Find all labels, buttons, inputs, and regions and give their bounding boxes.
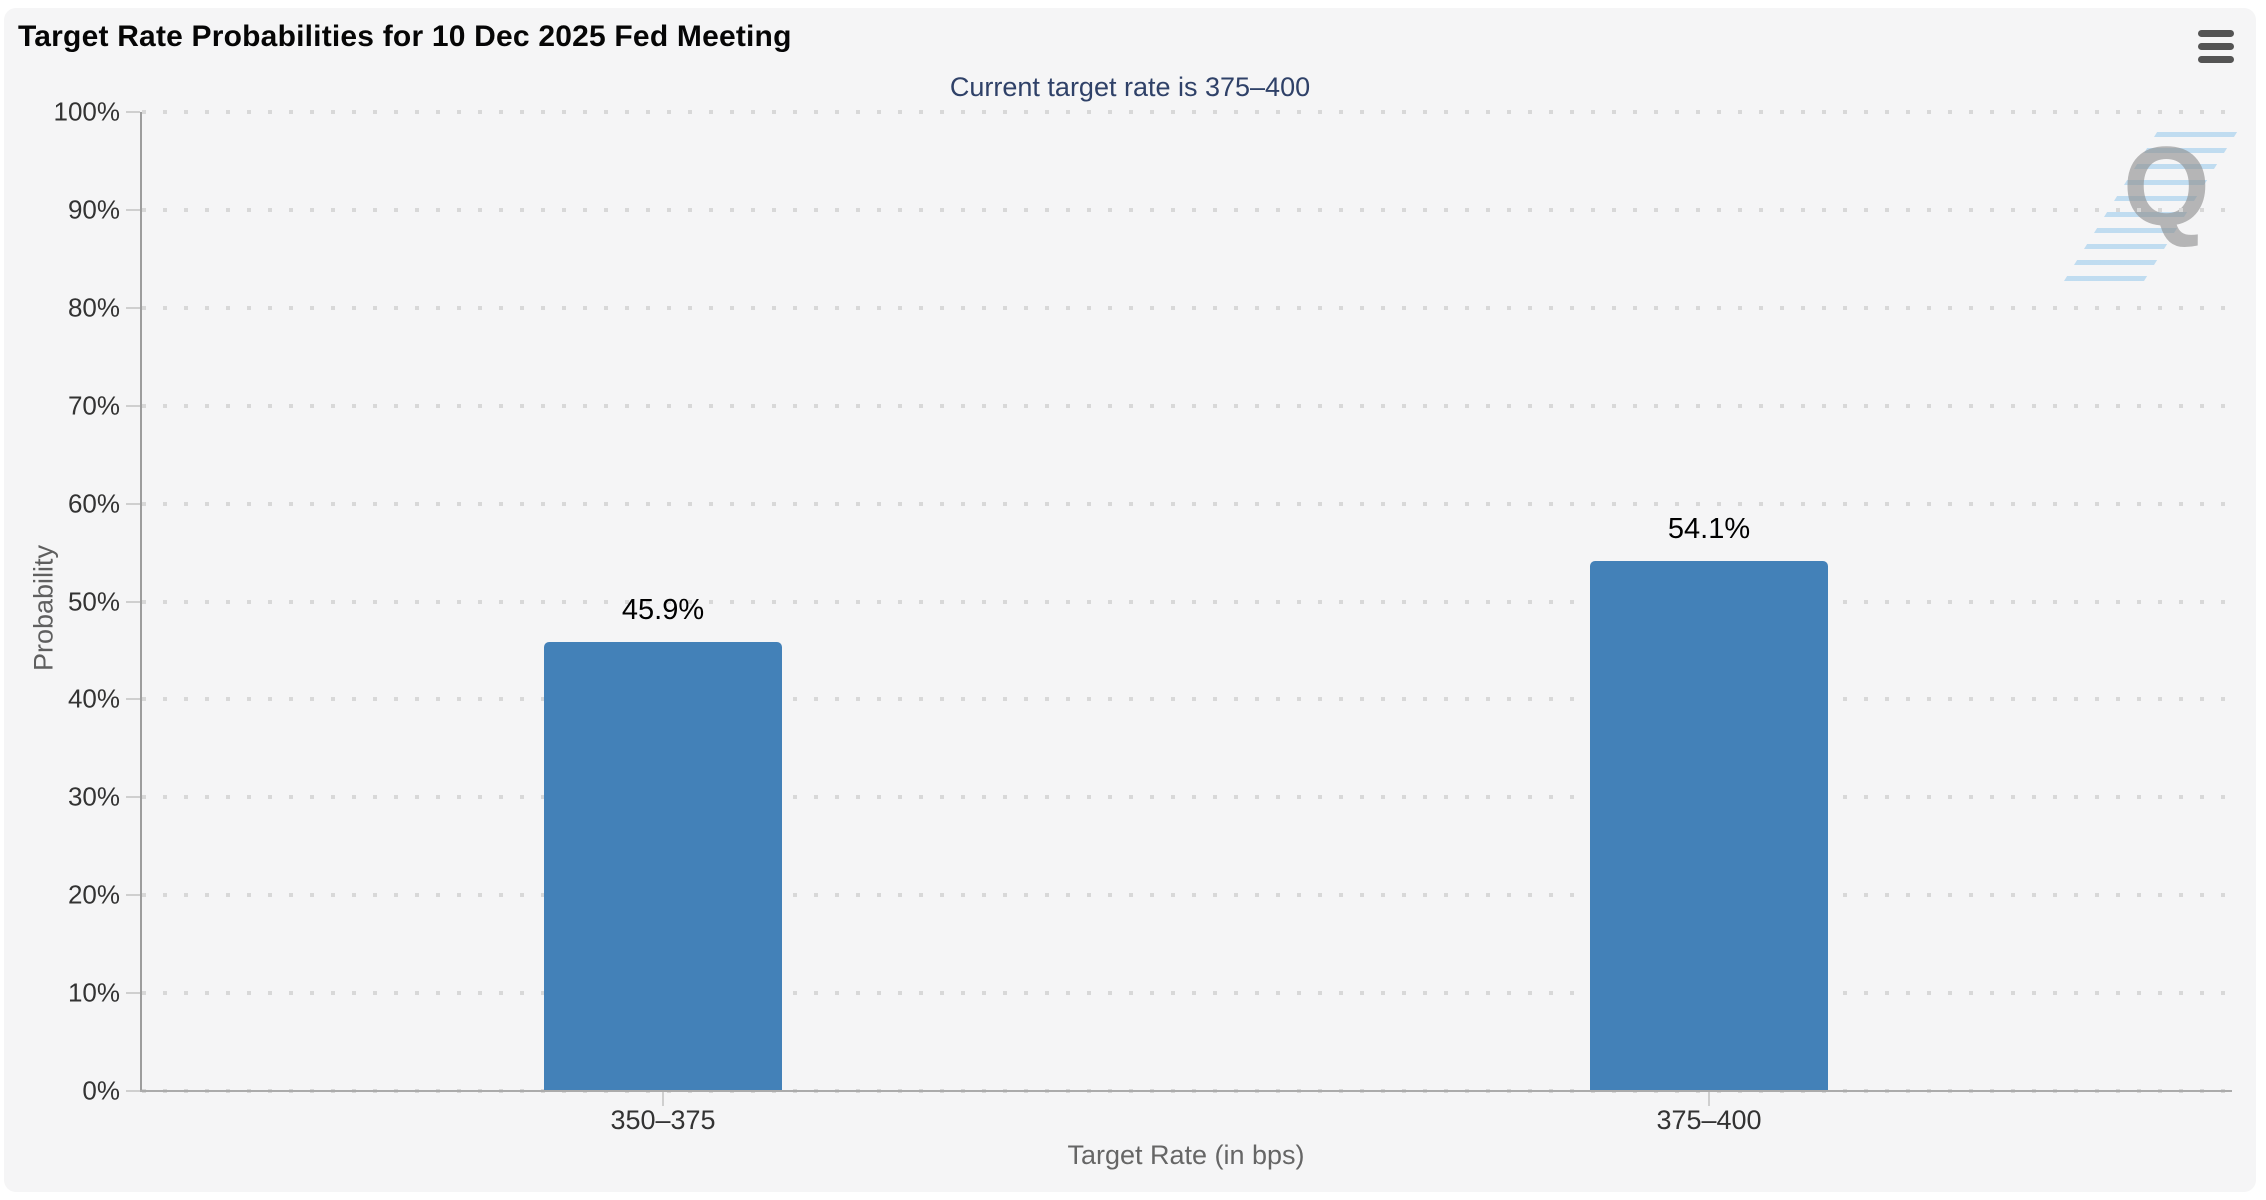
y-tick-label: 10% [67,977,120,1008]
bar-350–375[interactable] [544,641,782,1091]
x-tick-label: 375–400 [1656,1105,1762,1135]
y-tick-label: 60% [67,488,120,519]
y-tick-mark [126,698,140,701]
gridline [142,697,2232,702]
y-tick-mark [126,306,140,309]
y-axis-line [140,112,142,1091]
gridline [142,795,2232,800]
y-tick-mark [126,111,140,113]
bar-375–400[interactable] [1590,561,1828,1091]
y-tick-mark [126,894,140,897]
hamburger-icon [2198,42,2234,50]
y-tick-mark [126,600,140,603]
bar-data-label: 54.1% [1667,513,1751,546]
gridline [142,501,2232,506]
chart-subtitle: Current target rate is 375–400 [949,72,1311,102]
chart-title: Target Rate Probabilities for 10 Dec 202… [18,20,792,53]
y-tick-label: 20% [67,879,120,910]
y-axis-title: Probability [28,544,59,672]
y-tick-label: 50% [67,586,120,616]
bar-data-label: 45.9% [621,593,705,626]
y-tick-label: 40% [67,683,120,714]
gridline [142,207,2232,212]
gridline [142,110,2232,114]
y-tick-label: 0% [82,1075,120,1106]
plot-area: 0% 10% 20% 30% 40% 50% 60% 70% 80% 90% 100% 45.9% 35… [54,97,2232,1135]
y-tick-mark [126,992,140,995]
chart-context-menu-button[interactable] [2194,24,2238,68]
y-tick-label: 30% [67,781,120,812]
y-tick-label: 70% [67,390,120,421]
y-tick-mark [126,208,140,211]
hamburger-icon [2198,29,2234,37]
gridline [142,893,2232,898]
gridline [142,599,2232,604]
y-tick-label: 80% [67,292,120,323]
hamburger-icon [2198,55,2234,63]
y-tick-mark [126,404,140,407]
gridline [142,991,2232,996]
gridline [142,403,2232,408]
gridline [142,305,2232,310]
x-tick-mark [1708,1091,1710,1106]
y-tick-mark [126,502,140,505]
x-tick-label: 350–375 [610,1105,716,1135]
y-tick-mark [126,1090,140,1092]
y-tick-label: 90% [67,194,120,225]
y-tick-label: 100% [53,96,121,127]
x-tick-mark [662,1091,664,1106]
y-tick-mark [126,796,140,799]
chart-container: Target Rate Probabilities for 10 Dec 202… [4,8,2256,1192]
x-axis-title: Target Rate (in bps) [1067,1140,1305,1170]
x-axis-line [140,1090,2232,1092]
